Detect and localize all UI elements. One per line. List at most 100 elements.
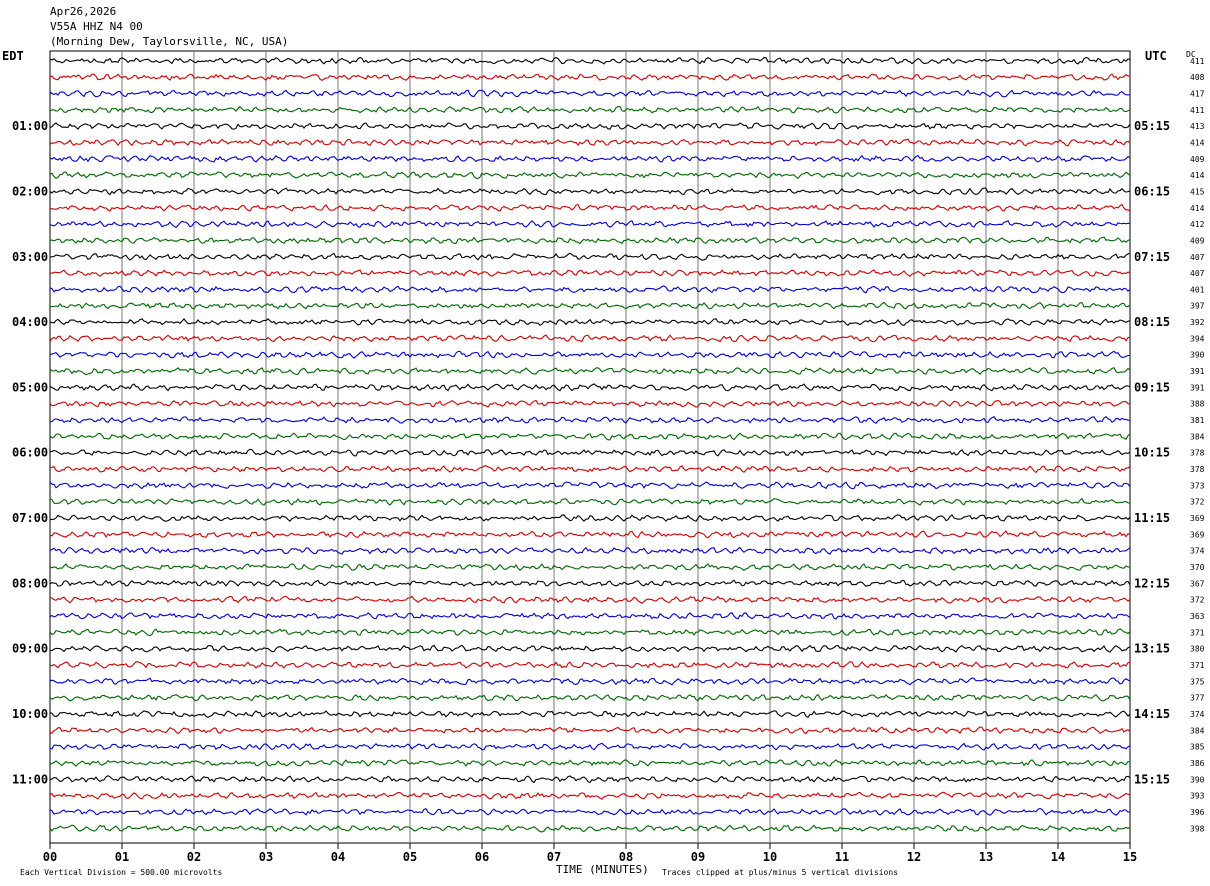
dc-offset-label: 374 [1190, 710, 1205, 719]
seismic-trace [49, 726, 1131, 735]
seismic-trace [49, 73, 1130, 81]
dc-offset-label: 384 [1190, 432, 1205, 441]
edt-axis-title: EDT [2, 49, 24, 63]
seismic-trace [49, 579, 1131, 587]
dc-offset-label: 372 [1190, 498, 1205, 507]
dc-offset-label: 390 [1190, 775, 1205, 784]
edt-hour-label: 06:00 [12, 446, 48, 460]
utc-hour-label: 11:15 [1134, 511, 1170, 525]
dc-offset-label: 381 [1190, 416, 1205, 425]
x-tick-label: 11 [835, 850, 849, 864]
seismic-trace [49, 563, 1130, 571]
x-tick-label: 08 [619, 850, 633, 864]
dc-offset-label: 370 [1190, 563, 1205, 572]
utc-hour-label: 05:15 [1134, 119, 1170, 133]
seismic-trace [49, 661, 1131, 669]
seismic-trace [49, 187, 1131, 196]
dc-offset-label: 407 [1190, 253, 1205, 262]
edt-hour-label: 09:00 [12, 642, 48, 656]
dc-offset-label: 417 [1190, 89, 1205, 98]
seismic-trace [49, 154, 1131, 163]
seismic-trace [49, 415, 1131, 425]
dc-offset-label: 363 [1190, 612, 1205, 621]
seismic-trace [49, 481, 1131, 490]
dc-offset-label: 369 [1190, 514, 1205, 523]
dc-offset-label: 409 [1190, 155, 1205, 164]
plot-frame [49, 50, 1131, 844]
seismic-trace [49, 383, 1131, 392]
seismic-trace [49, 334, 1131, 343]
seismic-trace [49, 432, 1131, 441]
seismic-trace [49, 269, 1131, 277]
seismic-trace [49, 742, 1131, 751]
seismic-trace [49, 220, 1130, 229]
x-axis-ticks: 00 01 02 03 04 05 06 07 08 09 10 11 12 13 14 15 [43, 843, 1137, 864]
seismic-trace [49, 465, 1131, 474]
seismic-trace [49, 318, 1131, 327]
seismic-trace [49, 530, 1131, 539]
seismic-trace [49, 693, 1131, 702]
utc-hour-labels: 05:15 06:15 07:15 08:15 09:15 10:15 11:15 12:15… [1134, 119, 1170, 786]
dc-offset-label: 378 [1190, 449, 1205, 458]
dc-offset-label: 377 [1190, 694, 1205, 703]
seismic-trace [49, 628, 1131, 637]
x-tick-label: 07 [547, 850, 561, 864]
dc-offset-label: 380 [1190, 645, 1205, 654]
dc-offset-label: 392 [1190, 318, 1205, 327]
dc-offset-label: 384 [1190, 726, 1205, 735]
dc-offset-label: 369 [1190, 530, 1205, 539]
dc-offset-label: 393 [1190, 792, 1205, 801]
seismic-trace [49, 301, 1131, 310]
x-tick-label: 12 [907, 850, 921, 864]
edt-hour-label: 05:00 [12, 380, 48, 394]
seismic-trace [49, 122, 1131, 130]
utc-hour-label: 09:15 [1134, 380, 1170, 394]
dc-offset-label: 391 [1190, 383, 1205, 392]
x-tick-label: 03 [259, 850, 273, 864]
utc-hour-label: 13:15 [1134, 642, 1170, 656]
seismic-trace [49, 171, 1131, 180]
scale-note: Each Vertical Division = 500.00 microvol… [20, 868, 222, 877]
dc-offset-label: 398 [1190, 824, 1205, 833]
seismic-trace [49, 514, 1131, 522]
dc-offset-label: 414 [1190, 171, 1205, 180]
dc-offset-label: 372 [1190, 596, 1205, 605]
dc-offset-label: 371 [1190, 661, 1205, 670]
utc-hour-label: 07:15 [1134, 250, 1170, 264]
seismic-trace [49, 677, 1131, 686]
dc-offset-label: 415 [1190, 187, 1205, 196]
x-tick-label: 09 [691, 850, 705, 864]
station-location: (Morning Dew, Taylorsville, NC, USA) [50, 35, 289, 48]
edt-hour-labels: 01:00 02:00 03:00 04:00 05:00 06:00 07:00 08:00… [12, 119, 48, 786]
dc-offset-label: 388 [1190, 400, 1205, 409]
dc-offset-label: 375 [1190, 677, 1205, 686]
dc-offset-label: 397 [1190, 302, 1205, 311]
dc-column-title: DC [1186, 50, 1196, 59]
edt-hour-label: 07:00 [12, 511, 48, 525]
x-tick-label: 01 [115, 850, 129, 864]
edt-hour-label: 08:00 [12, 576, 48, 590]
seismic-trace [49, 367, 1131, 376]
utc-hour-label: 06:15 [1134, 184, 1170, 198]
seismic-trace [49, 644, 1131, 653]
dc-offset-label: 374 [1190, 547, 1205, 556]
edt-hour-label: 04:00 [12, 315, 48, 329]
dc-offset-label: 371 [1190, 628, 1205, 637]
dc-offset-label: 412 [1190, 220, 1205, 229]
dc-offset-labels: 411 408 417 411 413 414 409 414 415 414 412 409 407 4… [1190, 57, 1205, 834]
dc-offset-label: 408 [1190, 73, 1205, 82]
seismic-trace [49, 775, 1131, 784]
seismic-trace [49, 808, 1131, 816]
seismic-trace [49, 399, 1131, 408]
seismic-trace [49, 448, 1131, 457]
seismic-trace [49, 759, 1131, 767]
x-tick-label: 13 [979, 850, 993, 864]
seismic-trace [49, 89, 1131, 98]
seismic-trace [49, 350, 1130, 359]
x-tick-label: 14 [1051, 850, 1065, 864]
seismic-trace [49, 236, 1131, 245]
dc-offset-label: 414 [1190, 204, 1205, 213]
x-tick-label: 00 [43, 850, 57, 864]
x-tick-label: 04 [331, 850, 345, 864]
